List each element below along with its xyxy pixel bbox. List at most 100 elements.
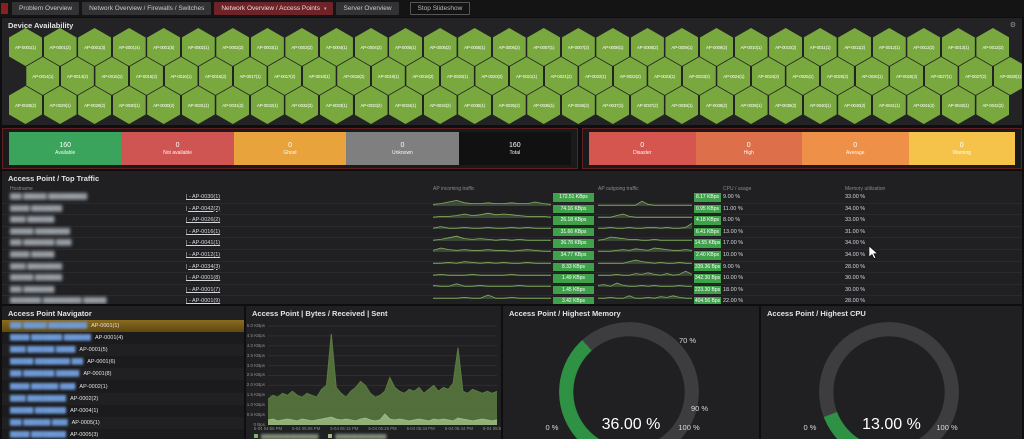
incoming-sparkline (433, 251, 551, 269)
outgoing-sparkline (598, 205, 692, 223)
hex-tile[interactable]: AP-0041(2) (907, 86, 941, 124)
outgoing-value: 6.41 KBps (694, 227, 721, 237)
hex-tile[interactable]: AP-0029(2) (78, 86, 112, 124)
table-row: ████ ███████ | - AP-0026(2) 26.18 KBps 4.18… (2, 215, 1022, 230)
hex-label: AP-0002(2) (222, 44, 244, 50)
hostname-link[interactable]: | - AP-0012(1) (186, 251, 221, 258)
nav-button-3[interactable]: Server Overview (336, 2, 399, 15)
column-header-hostname: Hostname (10, 186, 33, 192)
gauge-max-label: 100 % (936, 423, 958, 432)
hex-tile[interactable]: AP-0029(1) (43, 86, 77, 124)
chevron-down-icon: ▾ (323, 5, 327, 12)
legend-item[interactable]: ████████████████ (328, 434, 386, 439)
list-item[interactable]: ███ ██████ ██████████ AP-0001(1) (2, 320, 244, 333)
outgoing-value: 339.36 Bps (694, 262, 721, 272)
table-row: ██████ ███████ | - AP-0001(8) 1.49 KBps 342… (2, 273, 1022, 288)
redacted-site-link: ██████ █████████ ███ (10, 359, 84, 366)
memory-gauge-value: 36.00 % (601, 416, 661, 433)
hex-label: AP-0013(2) (982, 44, 1004, 50)
list-item[interactable]: █████ █████████ AP-0005(3) (2, 428, 244, 439)
hex-label: AP-0009(1) (671, 44, 693, 50)
hex-tile[interactable]: AP-0031(1) (181, 86, 215, 124)
hostname-link[interactable]: | - AP-0030(1) (186, 194, 221, 200)
panel-device-availability: Device Availability ⚙ AP-0001(1) AP-0001(… (2, 18, 1022, 125)
hex-tile[interactable]: AP-0035(2) (492, 86, 526, 124)
list-item[interactable]: ██████ █████████ ███ AP-0001(6) (2, 356, 244, 369)
hostname-link[interactable]: | - AP-0001(8) (186, 275, 221, 282)
hex-tile[interactable]: AP-0037(1) (596, 86, 630, 124)
hostname-link[interactable]: | - AP-0001(9) (186, 298, 221, 304)
hex-tile[interactable]: AP-0033(1) (319, 86, 353, 124)
gauge-max-label: 100 % (678, 423, 700, 432)
hex-tile[interactable]: AP-0040(2) (838, 86, 872, 124)
list-item[interactable]: █████ ████████ ███████ AP-0001(4) (2, 332, 244, 345)
stop-slideshow-button[interactable]: Stop Slideshow (409, 2, 471, 15)
gear-icon[interactable]: ⚙ (1009, 22, 1016, 29)
hex-tile[interactable]: AP-0042(1) (941, 86, 975, 124)
hex-tile[interactable]: AP-0034(1) (389, 86, 423, 124)
outgoing-sparkline (598, 297, 692, 304)
redacted-site-name: ███ ██████ ██████████ (10, 194, 88, 200)
hex-tile[interactable]: AP-0036(1) (527, 86, 561, 124)
y-axis-tick: 3.0 KBps (246, 362, 265, 368)
hex-label: AP-0025(2) (826, 73, 848, 79)
hex-tile[interactable]: AP-0031(2) (216, 86, 250, 124)
hex-tile[interactable]: AP-0041(1) (872, 86, 906, 124)
hostname-link[interactable]: | - AP-0034(3) (186, 263, 221, 270)
list-item[interactable]: ████ ███████ █████ AP-0001(5) (2, 344, 244, 356)
list-item[interactable]: █████ ███████ ████ AP-0002(1) (2, 380, 244, 393)
hex-tile[interactable]: AP-0001(1) (9, 28, 42, 66)
hex-tile[interactable]: AP-0030(2) (147, 86, 181, 124)
cpu-gauge-ring (819, 322, 959, 439)
hostname-link[interactable]: | - AP-0001(7) (186, 286, 221, 293)
hex-tile[interactable]: AP-0035(1) (458, 86, 492, 124)
list-item[interactable]: ███ ████████ ██████ AP-0001(8) (2, 368, 244, 380)
list-item[interactable]: ███ ███████ ████ AP-0005(1) (2, 417, 244, 429)
incoming-sparkline (432, 263, 551, 281)
hex-label: AP-0034(2) (429, 102, 451, 108)
hex-tile[interactable]: AP-0028(2) (9, 86, 42, 124)
hex-label: AP-0027(2) (965, 73, 987, 79)
hex-tile[interactable]: AP-0039(1) (734, 86, 768, 124)
hex-tile[interactable]: AP-0033(2) (354, 86, 388, 124)
hex-tile[interactable]: AP-0039(2) (769, 86, 803, 124)
nav-button-2[interactable]: Network Overview / Access Points ▾ (214, 2, 334, 15)
hex-tile[interactable]: AP-0042(2) (976, 86, 1010, 124)
y-axis-tick: 5.0 KBps (246, 322, 265, 328)
status-value: 0 (288, 142, 292, 149)
legend-item[interactable]: ██████████████████ (254, 434, 318, 439)
hostname-link[interactable]: | - AP-0041(1) (186, 240, 221, 247)
area-chart (268, 325, 497, 425)
hostname-link[interactable]: | - AP-0026(2) (186, 217, 221, 224)
y-axis-tick: 0 Bps (253, 422, 265, 427)
x-axis-tick: 5-04 05:25 PM (368, 426, 397, 431)
hex-tile[interactable]: AP-0034(2) (423, 86, 457, 124)
hex-label: AP-0039(1) (740, 102, 762, 108)
gauge-min-label: 0 % (803, 423, 817, 432)
memory-utilization-value: 28.00 % (845, 263, 866, 270)
hex-tile[interactable]: AP-0040(1) (803, 86, 837, 124)
hex-tile[interactable]: AP-0036(2) (561, 86, 595, 124)
column-header-memory: Memory utilization (845, 186, 886, 192)
redacted-site-link: █████ ███████ ████ (10, 383, 76, 390)
hex-grid: AP-0001(1) AP-0001(2) AP-0001(3) AP-0001(4)… (2, 18, 1022, 125)
nav-button-0[interactable]: Problem Overview (12, 2, 80, 15)
outgoing-value: 14.55 KBps (694, 239, 721, 248)
hex-tile[interactable]: AP-0030(1) (112, 86, 146, 124)
list-item[interactable]: ████ ██████████ AP-0002(2) (2, 393, 244, 405)
hex-tile[interactable]: AP-0038(1) (665, 86, 699, 124)
hex-tile[interactable]: AP-0032(2) (285, 86, 319, 124)
hex-tile[interactable]: AP-0037(2) (630, 86, 664, 124)
hex-tile[interactable]: AP-0032(1) (250, 86, 284, 124)
hex-label: AP-0024(2) (757, 73, 779, 79)
app-logo (1, 3, 8, 14)
hex-label: AP-0020(2) (481, 73, 503, 79)
hex-label: AP-0023(2) (688, 73, 710, 79)
hex-tile[interactable]: AP-0038(2) (700, 86, 733, 124)
list-item[interactable]: ██████ ████████ AP-0004(1) (2, 404, 244, 417)
nav-button-1[interactable]: Network Overview / Firewalls / Switches (82, 2, 212, 15)
hostname-link[interactable]: | - AP-0016(1) (186, 228, 221, 235)
gauge-threshold-90: 90 % (691, 404, 709, 413)
incoming-value: 3.42 KBps (553, 297, 594, 304)
hostname-link[interactable]: | - AP-0042(2) (186, 205, 221, 212)
